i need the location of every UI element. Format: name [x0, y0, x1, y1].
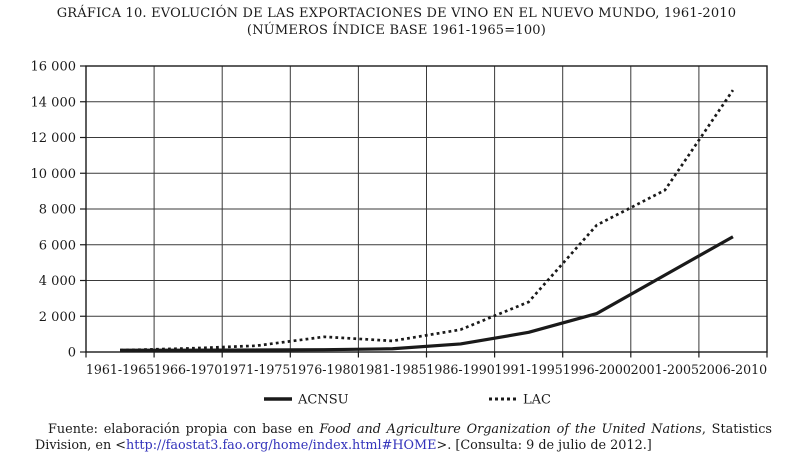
- y-tick-label: 8 000: [39, 203, 76, 218]
- x-tick-label: 1991-1995: [494, 362, 562, 377]
- chart-subtitle: (NÚMEROS ÍNDICE BASE 1961-1965=100): [246, 23, 547, 38]
- chart-title: GRÁFICA 10. EVOLUCIÓN DE LAS EXPORTACION…: [56, 6, 737, 21]
- x-tick-label: 1976-1980: [290, 362, 358, 377]
- x-tick-label: 1966-1970: [154, 362, 222, 377]
- y-tick-label: 14 000: [31, 95, 77, 110]
- x-tick-label: 1961-1965: [86, 362, 154, 377]
- source-url-link[interactable]: http://faostat3.fao.org/home/index.html#…: [126, 438, 437, 453]
- x-tick-label: 2001-2005: [631, 362, 699, 377]
- y-tick-label: 16 000: [31, 60, 77, 75]
- source-note: Fuente: elaboración propia con base en F…: [35, 422, 772, 454]
- y-tick-label: 10 000: [31, 167, 77, 182]
- x-tick-label: 1981-1985: [358, 362, 426, 377]
- y-tick-label: 0: [68, 346, 76, 361]
- x-tick-label: 1971-1975: [222, 362, 290, 377]
- source-org-italic: Food and Agriculture Organization of the…: [319, 422, 702, 437]
- x-tick-label: 1996-2000: [563, 362, 631, 377]
- source-text-3: >. [Consulta: 9 de julio de 2012.]: [436, 438, 652, 453]
- legend-label-lac: LAC: [523, 393, 551, 408]
- source-text: Fuente: elaboración propia con base en: [48, 422, 320, 437]
- y-tick-label: 2 000: [39, 310, 76, 325]
- chart-title-block: GRÁFICA 10. EVOLUCIÓN DE LAS EXPORTACION…: [0, 5, 793, 39]
- legend-label-acnsu: ACNSU: [297, 393, 349, 408]
- series-line-lac: [120, 89, 735, 352]
- x-tick-label: 2006-2010: [699, 362, 767, 377]
- x-tick-label: 1986-1990: [426, 362, 494, 377]
- y-tick-label: 12 000: [31, 131, 77, 146]
- source-text-2: , Statistics Division, en <: [35, 422, 772, 453]
- y-tick-label: 4 000: [39, 274, 76, 289]
- chart-canvas: 0 2 000 4 000 6 000 8 000 10 000 12 000 14 000 1…: [31, 60, 768, 408]
- y-tick-label: 6 000: [39, 238, 76, 253]
- series-line-acnsu: [120, 235, 734, 352]
